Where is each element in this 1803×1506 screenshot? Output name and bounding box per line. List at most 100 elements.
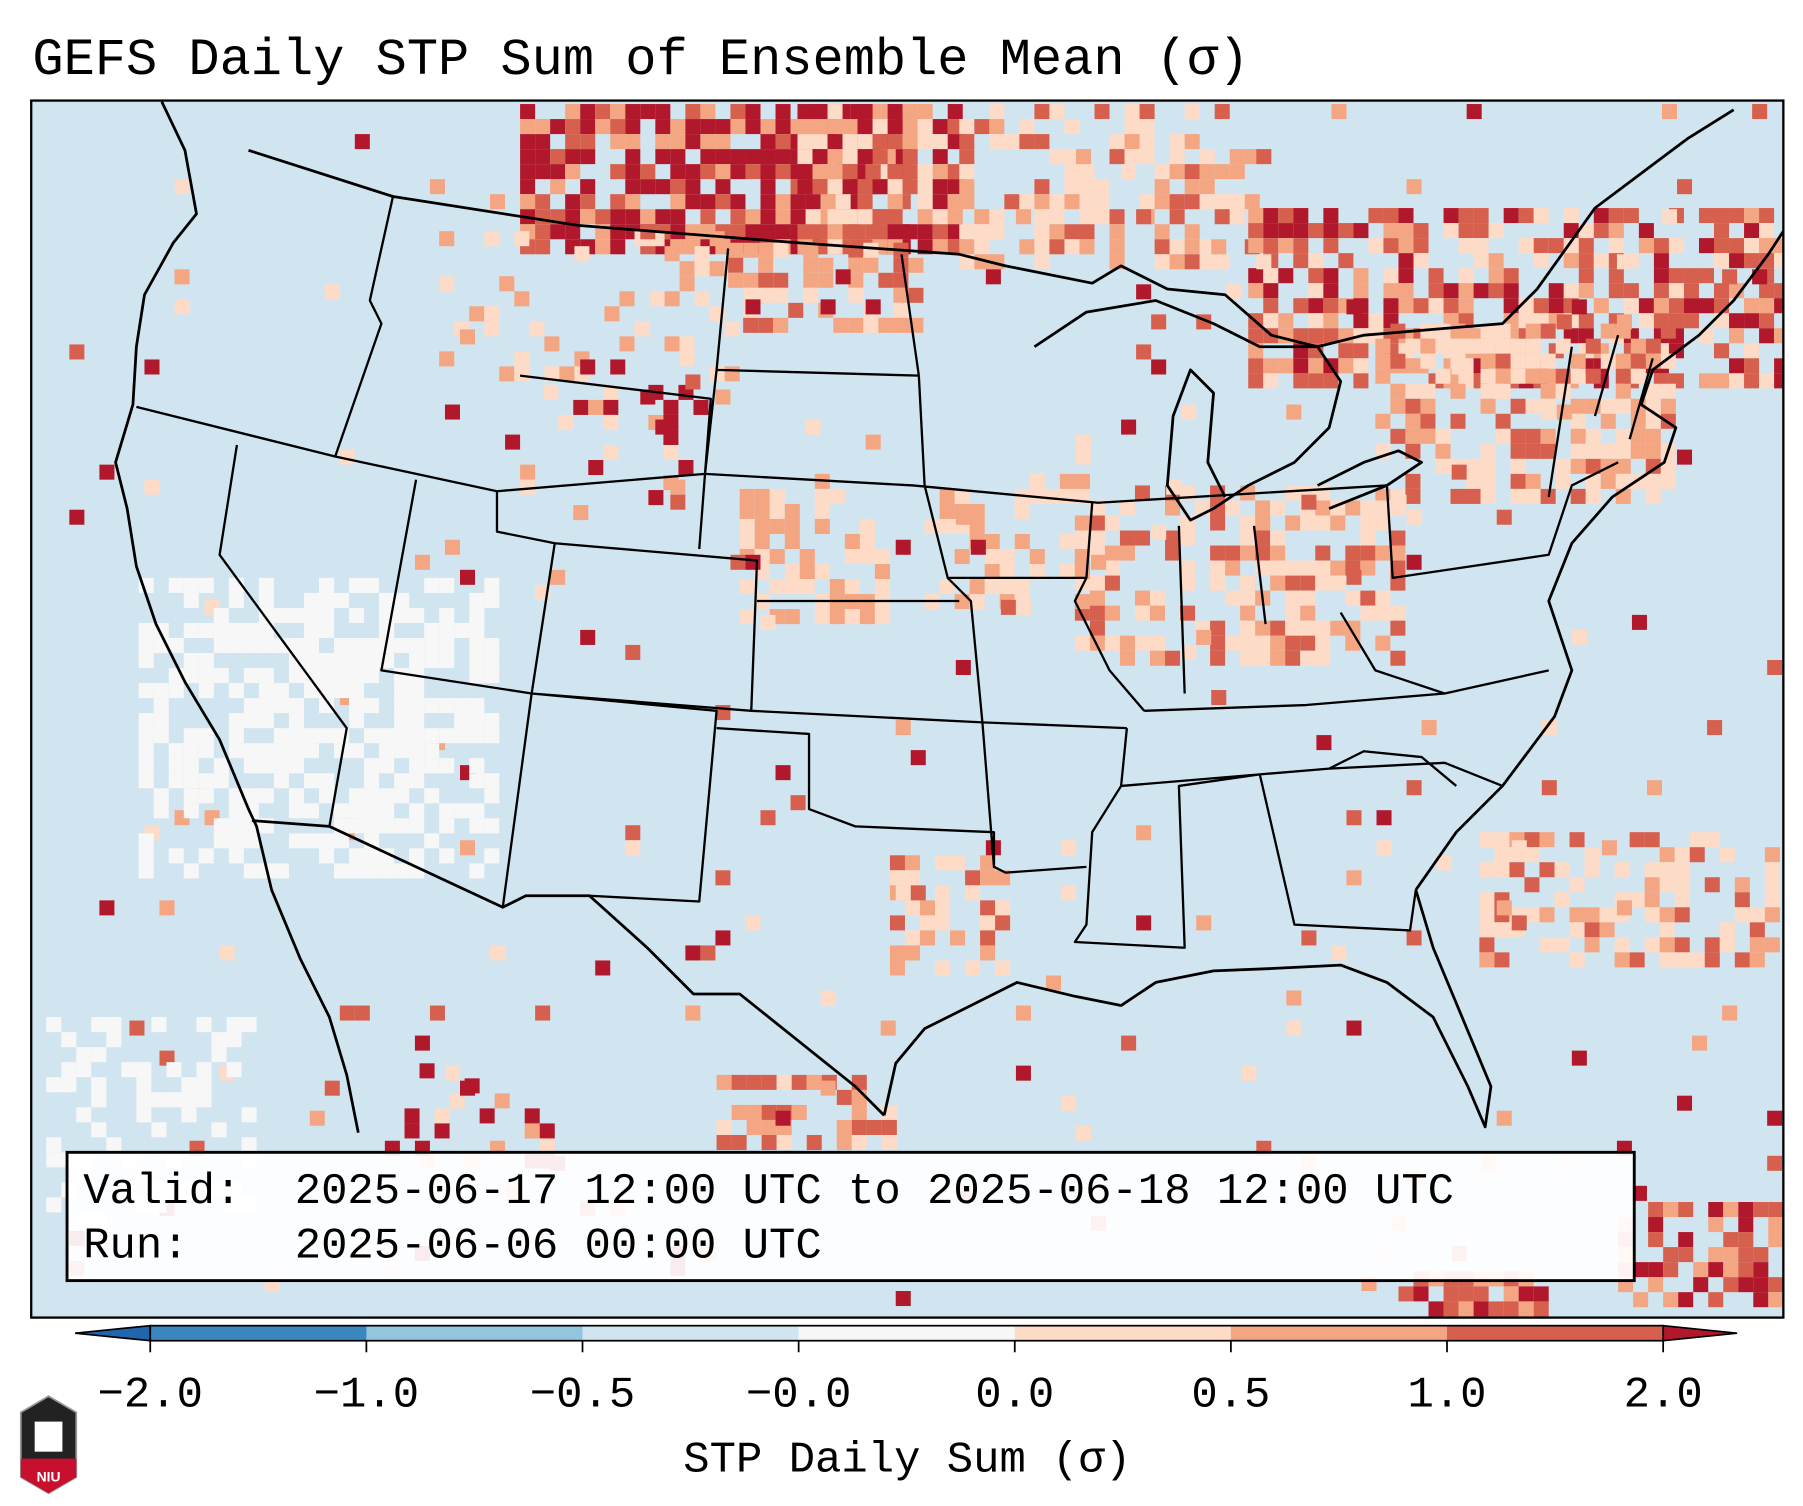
data-cell-neutral xyxy=(243,698,259,714)
data-cell xyxy=(959,164,975,180)
data-cell xyxy=(1420,353,1436,369)
data-cell xyxy=(872,134,888,150)
data-cell xyxy=(1768,1202,1784,1218)
data-cell xyxy=(69,509,85,525)
data-cell-neutral xyxy=(273,698,289,714)
data-cell-neutral xyxy=(349,863,365,879)
data-cell-neutral xyxy=(364,863,380,879)
data-cell-neutral xyxy=(136,1062,152,1078)
data-cell-neutral xyxy=(318,592,335,608)
data-cell xyxy=(1413,1286,1429,1302)
data-cell xyxy=(947,134,963,150)
data-cell xyxy=(895,885,911,901)
data-cell-neutral xyxy=(469,728,485,744)
data-cell xyxy=(1744,313,1760,329)
data-cell xyxy=(917,194,933,210)
data-cell xyxy=(1308,268,1324,284)
data-cell xyxy=(818,272,834,288)
data-cell xyxy=(1466,104,1482,120)
data-cell xyxy=(784,609,800,625)
data-cell xyxy=(580,179,596,195)
data-cell xyxy=(1435,338,1451,354)
data-cell xyxy=(1554,937,1570,953)
data-cell xyxy=(932,149,948,165)
data-cell xyxy=(1154,164,1170,180)
data-cell xyxy=(773,287,789,303)
data-cell xyxy=(1383,298,1399,314)
data-cell xyxy=(805,419,821,435)
data-cell xyxy=(995,870,1011,886)
data-cell-neutral xyxy=(379,818,395,834)
data-cell xyxy=(745,299,761,315)
data-cell xyxy=(1764,937,1780,953)
data-cell xyxy=(1585,458,1601,474)
data-cell-neutral xyxy=(288,758,304,774)
data-cell xyxy=(1308,313,1324,329)
data-cell xyxy=(670,149,686,165)
data-cell xyxy=(558,414,574,430)
data-cell xyxy=(1503,1301,1519,1317)
data-cell xyxy=(1074,549,1090,565)
data-cell xyxy=(1263,238,1279,254)
data-cell xyxy=(806,1134,822,1151)
data-cell xyxy=(1554,862,1570,878)
data-cell-neutral xyxy=(394,607,410,623)
data-cell xyxy=(743,287,759,303)
data-cell-neutral xyxy=(258,758,274,774)
data-cell xyxy=(1443,298,1459,314)
data-cell xyxy=(917,224,933,240)
data-cell xyxy=(1638,313,1654,329)
data-cell xyxy=(1495,323,1511,339)
data-cell xyxy=(1323,268,1339,284)
data-cell xyxy=(1151,314,1167,330)
data-cell-neutral xyxy=(211,1047,227,1063)
data-cell xyxy=(1300,590,1316,606)
data-cell xyxy=(1584,922,1600,938)
data-cell xyxy=(1633,1262,1649,1278)
data-cell xyxy=(655,134,671,150)
data-cell xyxy=(1744,208,1760,224)
data-cell-neutral xyxy=(168,683,184,699)
data-cell xyxy=(595,960,611,976)
data-cell xyxy=(1494,847,1510,863)
data-cell-neutral xyxy=(168,577,184,593)
data-cell xyxy=(1698,373,1715,389)
data-cell xyxy=(1645,458,1661,474)
data-cell xyxy=(404,1108,420,1124)
data-cell-neutral xyxy=(243,743,259,759)
data-cell xyxy=(685,104,701,120)
data-cell xyxy=(1683,313,1699,329)
data-cell xyxy=(1049,149,1065,165)
data-cell xyxy=(989,119,1005,135)
data-cell-neutral xyxy=(151,1122,167,1138)
data-cell xyxy=(1323,298,1339,314)
data-cell xyxy=(1570,458,1586,474)
data-cell-neutral xyxy=(454,622,470,639)
data-cell xyxy=(746,1104,762,1120)
data-cell xyxy=(1134,590,1150,606)
data-cell-neutral xyxy=(469,863,485,879)
data-cell xyxy=(872,179,888,195)
data-cell xyxy=(848,242,864,258)
data-cell xyxy=(1405,383,1421,399)
data-cell-neutral xyxy=(228,592,244,608)
data-cell-neutral xyxy=(228,743,244,759)
data-cell xyxy=(1323,238,1339,254)
valid-value: 2025-06-17 12:00 UTC to 2025-06-18 12:00… xyxy=(295,1167,1454,1217)
data-cell-neutral xyxy=(138,863,154,879)
data-cell xyxy=(1210,650,1226,666)
data-cell xyxy=(1450,338,1466,354)
data-cell xyxy=(1668,238,1684,254)
data-cell xyxy=(760,224,776,240)
data-cell xyxy=(1767,1110,1783,1126)
data-cell xyxy=(1124,104,1140,120)
data-cell xyxy=(1064,239,1080,255)
data-cell xyxy=(1405,413,1421,429)
data-cell xyxy=(1094,104,1110,120)
data-cell xyxy=(1533,298,1549,314)
data-cell xyxy=(524,1123,540,1139)
data-cell xyxy=(1518,1286,1534,1302)
data-cell xyxy=(1540,383,1556,399)
colorbar: −2.0 −1.0 −0.5 −0.0 0.0 0.5 1.0 2.0 xyxy=(75,1324,1738,1421)
data-cell xyxy=(1749,922,1765,938)
